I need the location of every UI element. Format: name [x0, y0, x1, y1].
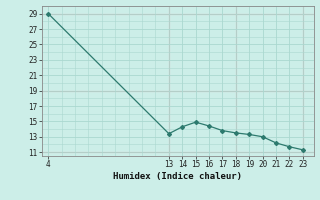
X-axis label: Humidex (Indice chaleur): Humidex (Indice chaleur)	[113, 172, 242, 181]
